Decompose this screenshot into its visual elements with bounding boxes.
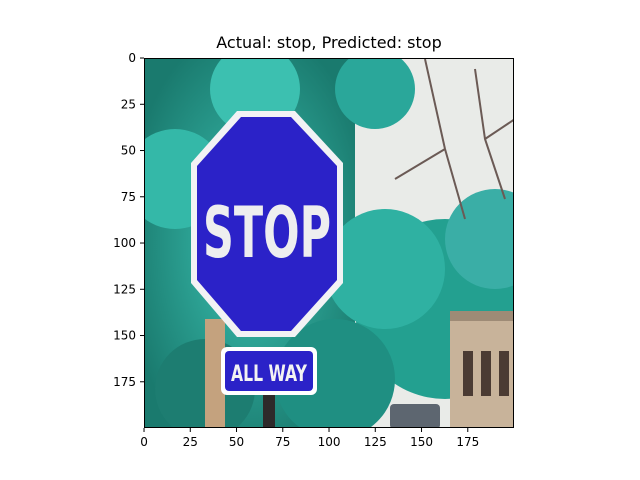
image-plot: STOP ALL WAY — [144, 58, 514, 428]
y-tick-label: 125 — [113, 282, 136, 296]
stop-sign-text: STOP — [203, 192, 331, 274]
y-tick-label: 50 — [121, 144, 136, 158]
all-way-plate: ALL WAY — [221, 347, 317, 395]
bare-branches — [394, 59, 513, 220]
y-axis: 0 25 50 75 100 125 150 175 — [113, 51, 144, 389]
x-tick-label: 0 — [140, 435, 148, 449]
car — [390, 404, 440, 427]
figure-title: Actual: stop, Predicted: stop — [216, 33, 442, 52]
all-way-text: ALL WAY — [231, 362, 308, 387]
y-tick-label: 25 — [121, 97, 136, 111]
y-tick-label: 150 — [113, 329, 136, 343]
x-axis: 0 25 50 75 100 125 150 175 — [140, 428, 479, 449]
y-tick-label: 175 — [113, 375, 136, 389]
x-tick-label: 125 — [364, 435, 387, 449]
building — [450, 311, 513, 427]
stop-sign: STOP — [191, 111, 343, 337]
y-tick-label: 75 — [121, 190, 136, 204]
x-tick-label: 50 — [229, 435, 244, 449]
x-tick-label: 75 — [275, 435, 290, 449]
y-tick-label: 0 — [128, 51, 136, 65]
post-left — [205, 319, 225, 427]
y-tick-label: 100 — [113, 236, 136, 250]
sign-post — [263, 389, 275, 427]
x-tick-label: 100 — [318, 435, 341, 449]
photo: STOP ALL WAY — [145, 59, 513, 427]
x-tick-label: 150 — [410, 435, 433, 449]
x-tick-label: 175 — [456, 435, 479, 449]
x-tick-label: 25 — [183, 435, 198, 449]
